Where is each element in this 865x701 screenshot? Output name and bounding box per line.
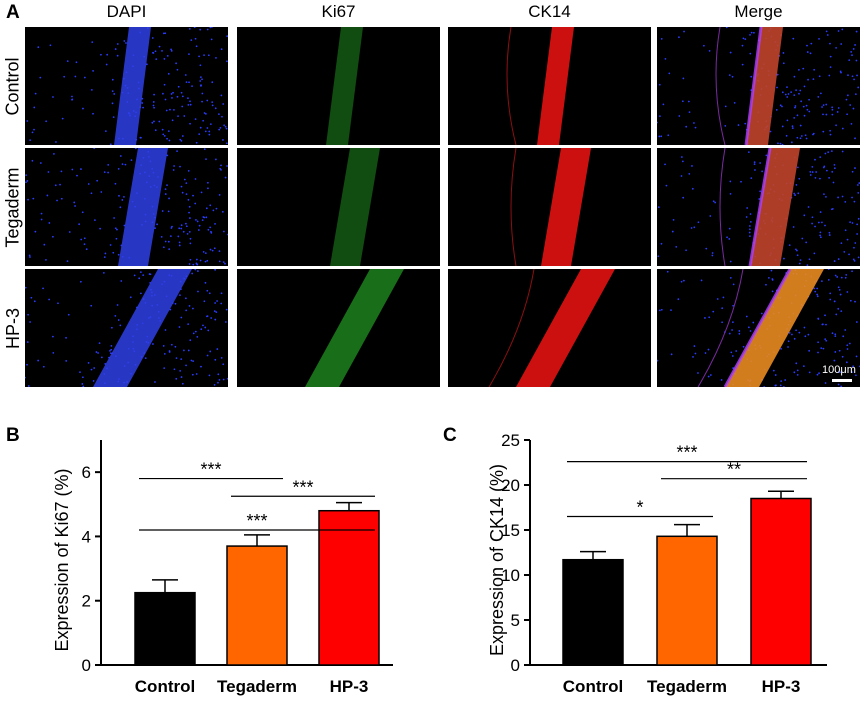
y-tick-label: 4 [82, 527, 91, 546]
y-tick-label: 6 [82, 463, 91, 482]
y-tick-label: 25 [501, 431, 520, 450]
row-header-hp3: HP-3 [2, 307, 23, 349]
micrograph-dapi-control [25, 27, 228, 145]
significance-label: ** [727, 460, 741, 480]
panel-c-letter: C [443, 425, 457, 446]
scale-bar [832, 379, 852, 382]
micrograph-merge-control [657, 27, 860, 145]
x-tick-label: Control [563, 677, 623, 696]
ck14-y-axis-label: Expression of CK14 (%) [487, 464, 507, 656]
significance-label: *** [676, 443, 697, 463]
bar-tegaderm [656, 535, 718, 666]
micrograph-dapi-hp3 [25, 269, 228, 387]
micrograph-ki67-tegaderm [237, 148, 440, 266]
x-tick-label: HP-3 [762, 677, 801, 696]
scale-bar-label: 100μm [822, 364, 856, 376]
micrograph-ck14-control [448, 27, 651, 145]
x-tick-label: HP-3 [330, 677, 369, 696]
y-tick-label: 5 [511, 611, 520, 630]
micrograph-merge-hp3 [657, 269, 860, 387]
x-tick-label: Tegaderm [647, 677, 727, 696]
bar-control [134, 591, 196, 666]
significance-label: *** [246, 511, 267, 531]
bar-hp-3 [318, 509, 380, 666]
ck14-bar-chart: Expression of CK14 (%) 0 5 10 15 20 25 Control… [487, 431, 827, 696]
row-header-control: Control [2, 56, 23, 116]
micrograph-ki67-control [237, 27, 440, 145]
column-header-dapi: DAPI [106, 2, 147, 21]
significance-label: * [636, 498, 643, 518]
micrograph-merge-tegaderm [657, 148, 860, 266]
y-tick-label: 0 [511, 656, 520, 675]
micrograph-ki67-hp3 [237, 269, 440, 387]
y-tick-label: 15 [501, 521, 520, 540]
significance-label: *** [292, 477, 313, 497]
significance-label: *** [200, 460, 221, 480]
y-tick-label: 0 [82, 656, 91, 675]
ki67-bar-chart: Expression of Ki67 (%) 0 2 4 6 Control Tegade… [52, 440, 393, 696]
x-tick-label: Tegaderm [217, 677, 297, 696]
ki67-y-axis-label: Expression of Ki67 (%) [52, 468, 72, 651]
column-header-merge: Merge [734, 2, 783, 21]
micrograph-dapi-tegaderm [25, 148, 228, 266]
x-tick-label: Control [135, 677, 195, 696]
y-tick-label: 2 [82, 592, 91, 611]
y-tick-label: 20 [501, 476, 520, 495]
micrograph-ck14-hp3 [448, 269, 651, 387]
bar-control [562, 558, 624, 666]
row-header-tegaderm: Tegaderm [2, 166, 23, 248]
bar-hp-3 [750, 497, 812, 666]
column-header-ki67: Ki67 [321, 2, 356, 21]
panel-b-letter: B [6, 425, 20, 446]
micrograph-ck14-tegaderm [448, 148, 651, 266]
bar-tegaderm [226, 545, 288, 666]
y-tick-label: 10 [501, 566, 520, 585]
column-header-ck14: CK14 [528, 2, 571, 21]
panel-a-letter: A [6, 2, 20, 23]
